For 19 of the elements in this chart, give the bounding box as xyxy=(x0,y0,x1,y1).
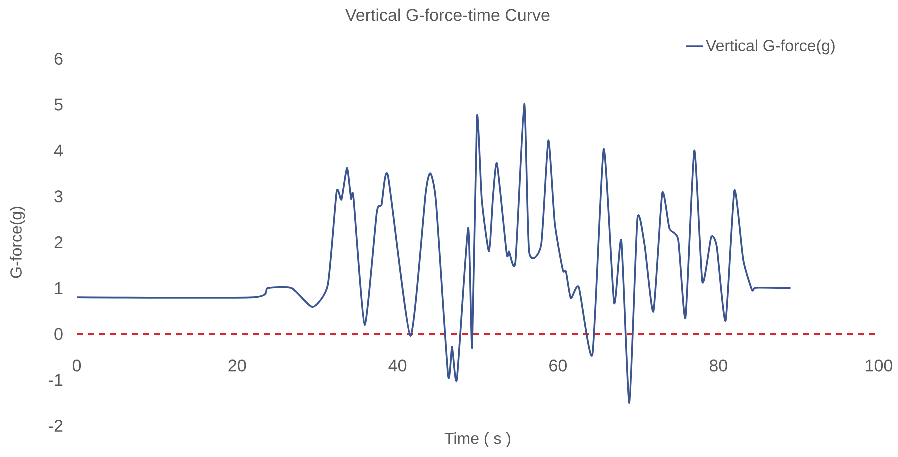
y-tick-label: 4 xyxy=(54,144,63,157)
x-tick-label: 80 xyxy=(710,360,728,372)
y-tick-label: 6 xyxy=(54,52,63,66)
chart-title: Vertical G-force-time Curve xyxy=(346,8,550,22)
x-axis-title: Time ( s ) xyxy=(444,432,510,448)
x-tick-label: 60 xyxy=(550,360,567,372)
y-tick-label: 5 xyxy=(54,98,63,111)
x-tick-label: 0 xyxy=(72,360,82,372)
y-tick-label: 2 xyxy=(54,236,63,248)
y-tick-label: -2 xyxy=(49,420,63,432)
y-tick-label: -1 xyxy=(49,374,63,386)
x-tick-label: 40 xyxy=(388,360,407,372)
x-tick-label: 20 xyxy=(228,360,246,372)
y-tick-label: 0 xyxy=(54,328,63,340)
x-tick-label: 100 xyxy=(866,360,893,372)
y-axis-title: G-force(g) xyxy=(10,207,26,278)
y-tick-label: 3 xyxy=(54,190,63,203)
y-tick-label: 1 xyxy=(55,282,63,294)
legend-label: Vertical G-force(g) xyxy=(706,40,835,55)
